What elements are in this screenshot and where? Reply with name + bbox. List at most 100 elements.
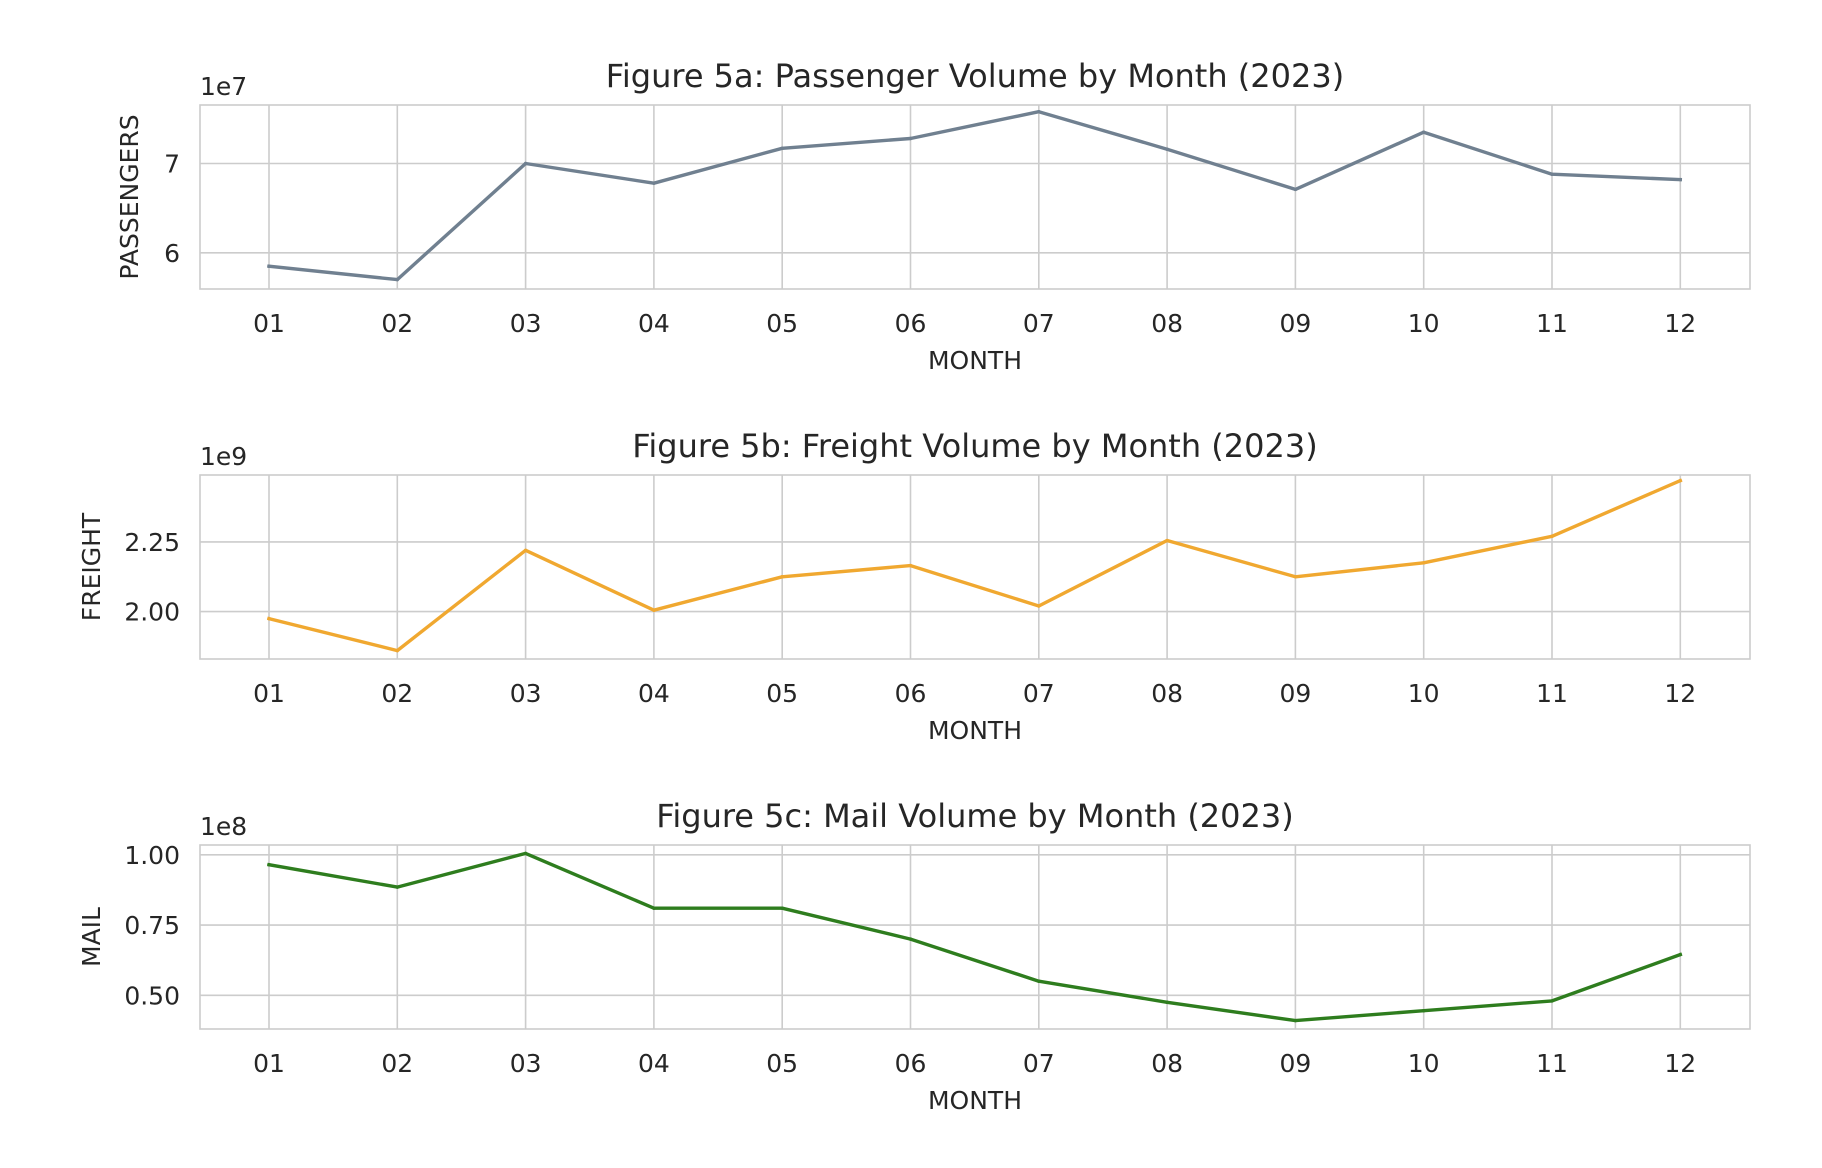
data-point [908,937,913,941]
y-offset-label: 1e7 [200,72,247,101]
x-gridlines [268,105,1682,289]
x-tick-label: 04 [638,309,670,338]
y-tick-label: 7 [164,150,180,179]
x-tick-labels: 01 02 03 04 05 06 07 08 09 10 11 12 [253,309,1696,338]
x-tick-label: 06 [895,1049,927,1078]
y-tick-label: 0.75 [124,911,180,940]
x-tick-label: 09 [1279,1049,1311,1078]
panel-mail: Figure 5c: Mail Volume by Month (2023) 1… [77,797,1751,1115]
y-tick-label: 0.50 [124,981,180,1010]
y-axis-label: MAIL [77,907,106,967]
plot-frame [199,104,1751,290]
x-tick-label: 08 [1151,309,1183,338]
data-point [1037,604,1041,608]
freight-data-points [267,478,1683,653]
data-point [1293,1018,1298,1023]
x-tick-label: 07 [1023,679,1055,708]
x-tick-label: 05 [766,1049,798,1078]
data-point [652,608,656,612]
x-tick-label: 11 [1536,1049,1568,1078]
data-point [1165,1000,1169,1005]
data-point [1678,177,1683,182]
data-point [1678,478,1683,483]
data-point [1550,534,1554,539]
data-point [780,575,784,579]
x-tick-label: 02 [381,679,413,708]
data-point [1422,130,1426,134]
x-tick-label: 12 [1664,1049,1696,1078]
data-point [1037,109,1041,114]
x-axis-label: MONTH [928,716,1022,745]
data-point [780,146,784,151]
data-point [908,136,913,141]
panel-title: Figure 5a: Passenger Volume by Month (20… [606,57,1344,95]
data-point [267,616,271,621]
panel-title: Figure 5b: Freight Volume by Month (2023… [632,427,1317,465]
data-point [1165,147,1169,151]
data-point [1678,952,1683,957]
x-tick-label: 05 [766,679,798,708]
x-tick-label: 10 [1408,1049,1440,1078]
data-point [1422,561,1426,565]
y-tick-label: 2.25 [124,528,180,557]
x-tick-label: 05 [766,309,798,338]
data-point [523,161,528,166]
data-point [1165,538,1169,543]
x-tick-labels: 01 02 03 04 05 06 07 08 09 10 11 12 [253,679,1696,708]
data-point [523,851,528,856]
x-tick-label: 06 [895,309,927,338]
data-point [267,264,271,268]
y-tick-label: 6 [164,239,180,268]
data-point [523,548,528,552]
x-tick-label: 09 [1279,309,1311,338]
x-axis-label: MONTH [928,346,1022,375]
y-tick-label: 1.00 [124,841,180,870]
x-tick-labels: 01 02 03 04 05 06 07 08 09 10 11 12 [253,1049,1696,1078]
y-axis-label: PASSENGERS [115,114,144,279]
x-tick-label: 03 [510,679,542,708]
plot-frame [199,844,1751,1030]
x-tick-label: 01 [253,679,285,708]
x-tick-label: 07 [1023,309,1055,338]
x-tick-label: 07 [1023,1049,1055,1078]
data-point [1422,1009,1426,1013]
x-gridlines [268,845,1682,1029]
x-tick-label: 12 [1664,679,1696,708]
panel-passengers: Figure 5a: Passenger Volume by Month (20… [115,57,1751,375]
y-tick-labels: 2.00 2.25 [124,528,180,627]
x-tick-label: 04 [638,679,670,708]
x-tick-label: 12 [1664,309,1696,338]
y-gridlines [200,854,1750,997]
x-tick-label: 03 [510,309,542,338]
x-tick-label: 03 [510,1049,542,1078]
x-tick-label: 02 [381,1049,413,1078]
data-point [1293,187,1298,192]
data-point [395,277,399,282]
y-tick-labels: 0.50 0.75 1.00 [124,841,180,1010]
data-point [908,563,913,568]
y-axis-label: FREIGHT [77,512,106,621]
x-axis-label: MONTH [928,1086,1022,1115]
mail-series-line [267,851,1683,1023]
passengers-data-points [267,109,1683,282]
x-tick-label: 06 [895,679,927,708]
data-point [652,906,656,910]
y-gridlines [200,541,1750,613]
x-tick-label: 01 [253,309,285,338]
x-tick-label: 01 [253,1049,285,1078]
plot-frame [199,474,1751,660]
x-tick-label: 11 [1536,309,1568,338]
mail-data-points [267,851,1683,1023]
x-tick-label: 11 [1536,679,1568,708]
x-tick-label: 04 [638,1049,670,1078]
x-tick-label: 10 [1408,679,1440,708]
data-point [1550,999,1554,1003]
y-offset-label: 1e9 [200,442,247,471]
data-point [652,181,656,185]
y-tick-labels: 67 [164,150,180,268]
x-tick-label: 08 [1151,1049,1183,1078]
y-tick-label: 2.00 [124,598,180,627]
data-point [1293,575,1298,579]
data-point [780,906,784,910]
